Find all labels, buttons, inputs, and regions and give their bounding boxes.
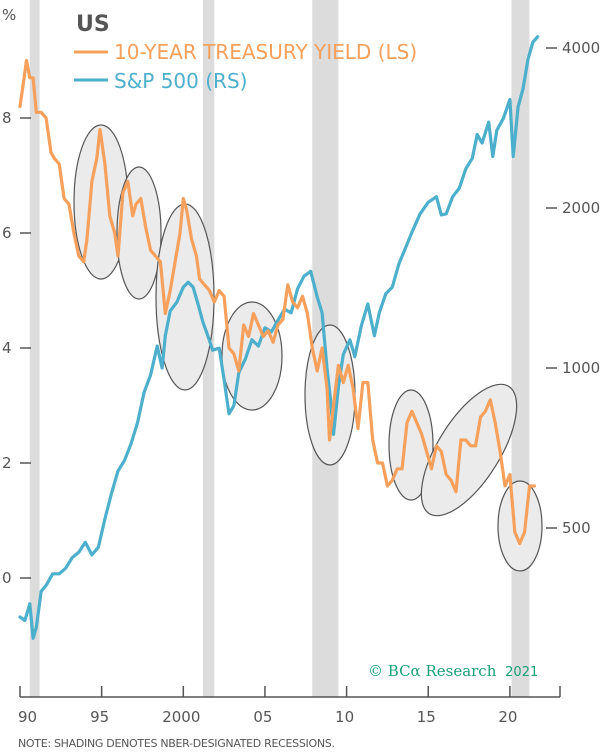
highlight-ellipse [116,166,162,300]
right-axis-tick-label: 500 [562,519,591,537]
sp500-line [18,35,540,640]
right-axis-tick-label: 1000 [562,359,600,377]
left-axis-tick-label: 8 [2,109,12,127]
x-axis-tick-label: 05 [253,708,272,726]
highlight-ellipse [388,389,434,501]
left-axis-tick-label: 6 [2,224,12,242]
watermark-year: 2021 [505,665,538,680]
left-axis-tick-label: 0 [2,569,12,587]
x-axis: 90 95 2000 05 10 15 20 [18,686,561,726]
recession-note: NOTE: SHADING DENOTES NBER-DESIGNATED RE… [18,737,335,750]
chart-title: US [76,12,110,37]
recession-band [29,0,40,697]
legend-label-sp500: S&P 500 (RS) [114,69,247,93]
right-axis-tick-label: 4000 [562,39,600,57]
data-lines [18,35,540,640]
right-axis-tick-label: 2000 [562,199,600,217]
yield-line [18,58,537,546]
x-axis-tick-label: 20 [498,708,517,726]
x-axis-tick-label: 95 [90,708,109,726]
x-axis-tick-label: 15 [417,708,436,726]
left-axis-unit: % [2,6,16,24]
left-axis: 0 2 4 6 8 [2,109,31,587]
watermark-brand: © BCα Research [368,662,497,680]
x-axis-tick-label: 2000 [162,708,200,726]
highlight-ellipse [497,480,543,572]
left-axis-tick-label: 2 [2,454,12,472]
highlight-ellipses [73,124,543,572]
legend-label-yield: 10-YEAR TREASURY YIELD (LS) [114,40,417,64]
x-axis-tick-label: 10 [335,708,354,726]
recession-band [511,0,530,697]
left-axis-tick-label: 4 [2,339,12,357]
x-axis-tick-label: 90 [18,708,37,726]
bca-watermark: © BCα Research 2021 [368,662,538,680]
right-axis: 500 1000 2000 4000 [546,39,600,537]
